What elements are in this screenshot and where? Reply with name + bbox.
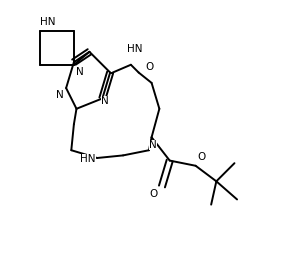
Text: HN: HN	[40, 17, 56, 27]
Text: HN: HN	[80, 154, 96, 164]
Text: N: N	[56, 90, 63, 99]
Text: HN: HN	[127, 44, 142, 54]
Text: N: N	[77, 67, 84, 77]
Text: N: N	[149, 140, 157, 150]
Text: O: O	[145, 62, 153, 72]
Text: O: O	[150, 189, 158, 199]
Text: N: N	[101, 96, 109, 106]
Text: O: O	[197, 152, 205, 162]
